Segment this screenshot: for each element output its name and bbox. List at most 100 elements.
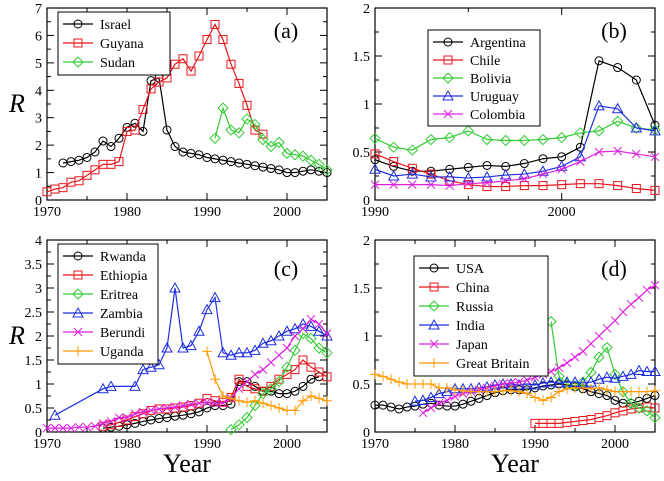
legend-marker xyxy=(73,270,83,280)
data-point xyxy=(387,169,400,181)
data-point xyxy=(241,346,253,358)
data-point xyxy=(642,285,652,295)
series-Berundi xyxy=(42,314,332,433)
data-point xyxy=(225,349,237,360)
y-tick-label: 2 xyxy=(35,330,42,345)
data-point xyxy=(146,406,156,415)
data-point xyxy=(290,386,300,396)
legend-marker xyxy=(442,72,454,84)
data-point xyxy=(426,169,436,179)
legend-marker xyxy=(443,37,453,47)
data-point xyxy=(282,389,292,399)
data-point xyxy=(258,365,268,374)
data-point xyxy=(611,102,624,114)
legend-marker xyxy=(72,306,84,318)
x-tick-label: 2000 xyxy=(273,437,301,452)
data-point xyxy=(538,395,548,406)
data-point xyxy=(631,75,641,85)
data-point xyxy=(514,386,524,397)
data-point xyxy=(641,405,653,417)
data-point xyxy=(98,136,108,146)
data-point xyxy=(297,150,309,162)
data-point xyxy=(482,178,492,188)
data-point xyxy=(298,395,308,406)
data-point xyxy=(169,281,181,293)
y-tick-label: 1.5 xyxy=(353,282,371,297)
data-point xyxy=(554,363,564,373)
data-point xyxy=(462,171,475,183)
data-point xyxy=(274,165,284,175)
data-point xyxy=(322,168,332,178)
data-point xyxy=(445,164,455,174)
series-Sudan xyxy=(209,102,333,176)
data-point xyxy=(586,383,596,394)
data-point xyxy=(450,384,460,395)
data-point xyxy=(458,399,468,409)
data-point xyxy=(389,157,399,167)
series-Zambia xyxy=(49,281,333,420)
data-point xyxy=(274,350,284,360)
data-point xyxy=(241,411,253,424)
data-point xyxy=(242,397,252,408)
data-point xyxy=(162,125,172,135)
x-tick-label: 1980 xyxy=(441,437,469,452)
data-point xyxy=(586,339,596,349)
data-point xyxy=(234,384,244,394)
series-Uganda xyxy=(202,346,332,416)
data-point xyxy=(82,170,92,180)
data-point xyxy=(530,392,540,403)
data-point xyxy=(570,352,580,362)
data-point xyxy=(105,380,117,391)
data-point xyxy=(649,365,661,377)
data-point xyxy=(578,382,588,393)
x-tick-label: 1990 xyxy=(361,205,389,220)
y-tick-label: 3.5 xyxy=(25,258,43,273)
series-line xyxy=(374,120,656,151)
data-point xyxy=(281,361,293,373)
data-point xyxy=(519,159,529,169)
data-point xyxy=(194,51,204,61)
data-point xyxy=(281,147,293,160)
data-point xyxy=(161,341,173,353)
data-point xyxy=(193,325,205,336)
legend-label: Uganda xyxy=(100,345,144,360)
data-point xyxy=(443,131,456,144)
data-point xyxy=(74,155,84,165)
data-point xyxy=(458,385,468,396)
legend-marker xyxy=(429,358,439,368)
data-point xyxy=(130,409,140,419)
y-tick-label: 5 xyxy=(35,57,42,72)
series-line xyxy=(102,359,328,427)
data-point xyxy=(633,364,645,376)
data-point xyxy=(218,398,228,408)
data-point xyxy=(481,133,493,146)
series-line xyxy=(230,332,328,431)
y-axis-label: R xyxy=(8,321,25,350)
data-point xyxy=(538,154,548,164)
data-point xyxy=(290,331,300,341)
data-point xyxy=(555,160,568,171)
data-point xyxy=(562,383,572,394)
data-point xyxy=(609,368,621,381)
data-point xyxy=(409,395,421,406)
data-point xyxy=(506,385,516,396)
data-point xyxy=(186,399,196,409)
data-point xyxy=(593,351,605,363)
series-line xyxy=(374,153,656,191)
data-point xyxy=(601,341,613,354)
data-point xyxy=(613,63,623,73)
data-point xyxy=(114,133,124,143)
legend-box xyxy=(413,255,549,377)
data-point xyxy=(642,386,652,397)
panel-1: 1990 2000 0 0.5 1 1.5 2 Argentina Chile Bolivia Ur… xyxy=(353,2,661,220)
data-point xyxy=(442,395,452,405)
data-point xyxy=(218,35,228,45)
data-point xyxy=(226,393,236,404)
legend-marker xyxy=(443,109,453,119)
data-point xyxy=(233,346,245,358)
data-point xyxy=(234,395,244,406)
legend: Rwanda Ethiopia Eritrea Zambia Berundi Uganda xyxy=(57,243,159,365)
legend-marker xyxy=(72,288,84,300)
data-point xyxy=(425,170,437,182)
data-point xyxy=(257,337,269,348)
